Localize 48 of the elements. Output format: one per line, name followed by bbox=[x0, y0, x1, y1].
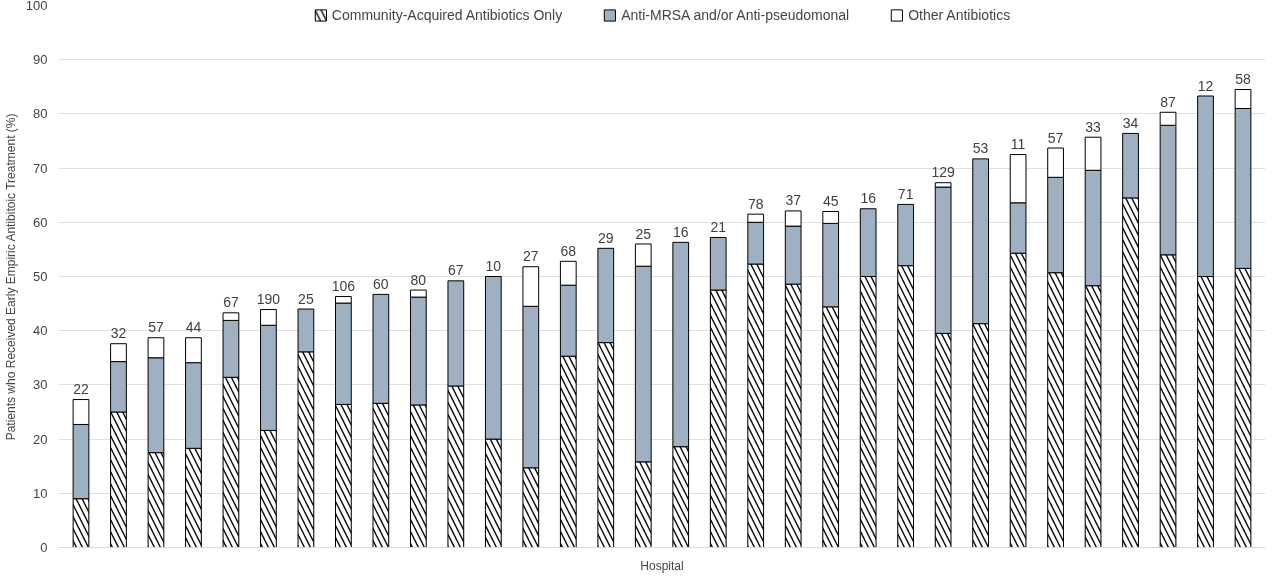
annotation: 68 bbox=[560, 242, 577, 259]
annotation: 29 bbox=[597, 229, 614, 246]
annotation: 129 bbox=[931, 164, 956, 181]
annotation: 67 bbox=[223, 294, 239, 311]
annotation: 25 bbox=[298, 290, 314, 307]
annotation: 80 bbox=[410, 271, 427, 288]
x-axis-title: Hospital bbox=[640, 558, 684, 573]
annotation: 22 bbox=[73, 381, 89, 398]
annotation: 12 bbox=[1197, 77, 1214, 94]
legend-label: Other Antibiotics bbox=[908, 7, 1011, 23]
annotation: 57 bbox=[1047, 129, 1064, 146]
annotation: 57 bbox=[148, 319, 164, 336]
legend-label: Community-Acquired Antibiotics Only bbox=[331, 7, 563, 23]
annotation: 16 bbox=[672, 223, 689, 240]
annotation: 58 bbox=[1235, 71, 1252, 88]
annotation: 16 bbox=[860, 190, 877, 207]
legend-label: Anti-MRSA and/or Anti-pseudomonal bbox=[621, 7, 850, 23]
annotation: 37 bbox=[785, 192, 802, 209]
y-tick-label: 50 bbox=[33, 269, 48, 284]
annotation: 87 bbox=[1160, 93, 1177, 110]
annotation: 34 bbox=[1122, 114, 1139, 131]
y-tick-label: 80 bbox=[33, 106, 48, 122]
y-tick-label: 40 bbox=[33, 323, 48, 339]
annotation: 78 bbox=[747, 195, 764, 212]
annotation: 21 bbox=[710, 219, 727, 236]
y-tick-label: 60 bbox=[33, 214, 48, 230]
annotation: 33 bbox=[1085, 118, 1102, 135]
annotation: 60 bbox=[373, 275, 389, 292]
y-tick-label: 10 bbox=[33, 485, 48, 501]
y-tick-label: 20 bbox=[33, 431, 48, 447]
y-tick-label: 100 bbox=[25, 0, 48, 13]
y-axis-title: Patients who Received Early Empiric Antibitoic Treatment (%) bbox=[3, 113, 18, 441]
annotation: 53 bbox=[972, 140, 989, 157]
annotation: 25 bbox=[635, 225, 652, 242]
y-tick-label: 90 bbox=[33, 52, 48, 68]
y-tick-label: 30 bbox=[33, 377, 48, 393]
annotation: 10 bbox=[485, 258, 502, 275]
y-tick-label: 70 bbox=[33, 160, 48, 176]
annotation: 44 bbox=[185, 319, 202, 336]
annotation: 67 bbox=[448, 262, 464, 279]
annotation: 45 bbox=[822, 193, 839, 210]
annotation: 32 bbox=[110, 325, 127, 342]
annotation: 190 bbox=[256, 291, 281, 308]
annotation: 11 bbox=[1010, 136, 1026, 153]
annotation: 27 bbox=[523, 248, 539, 265]
y-tick-label: 0 bbox=[40, 540, 48, 555]
annotation: 71 bbox=[897, 185, 914, 202]
annotation: 106 bbox=[331, 278, 356, 295]
